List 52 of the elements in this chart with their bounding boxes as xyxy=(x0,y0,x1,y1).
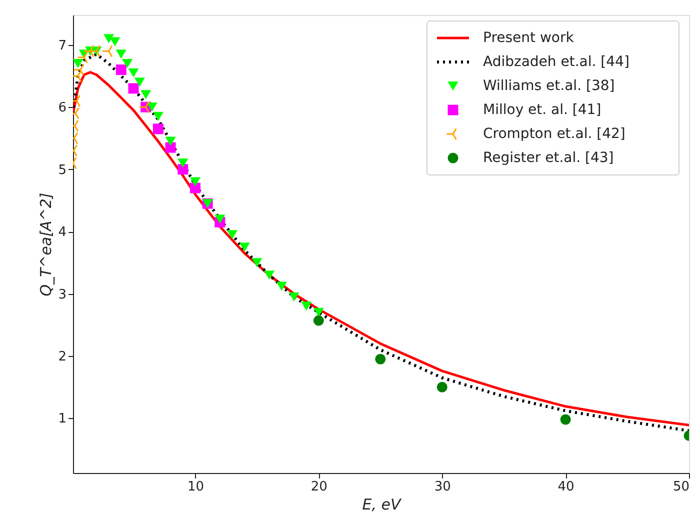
point xyxy=(122,58,133,68)
point xyxy=(104,34,114,44)
point xyxy=(264,270,275,280)
y-tick-label: 1 xyxy=(58,412,66,427)
legend-label: Present work xyxy=(483,30,575,46)
point xyxy=(152,112,164,121)
point xyxy=(252,258,262,268)
x-tick-label: 20 xyxy=(310,480,328,494)
x-tick-label: 30 xyxy=(434,480,451,494)
legend-label: Adibzadeh et.al. [44] xyxy=(483,54,630,70)
x-tick-label: 50 xyxy=(672,480,690,494)
point xyxy=(190,182,200,194)
point xyxy=(73,58,84,68)
point xyxy=(214,214,226,224)
point xyxy=(239,242,250,252)
point xyxy=(165,142,176,153)
point xyxy=(313,315,324,326)
point xyxy=(227,230,238,240)
point xyxy=(110,37,120,46)
point xyxy=(313,308,324,317)
point xyxy=(140,90,152,100)
point xyxy=(165,136,176,146)
y-tick-label: 7 xyxy=(58,38,66,54)
legend-label: Crompton et.al. [42] xyxy=(483,126,626,142)
point xyxy=(178,164,188,175)
point xyxy=(134,78,145,87)
point xyxy=(436,382,448,392)
point xyxy=(190,177,200,186)
point xyxy=(178,158,188,168)
point xyxy=(560,414,571,425)
legend-label: Milloy et. al. [41] xyxy=(483,102,602,118)
point xyxy=(152,124,164,134)
point xyxy=(301,302,312,311)
point xyxy=(288,292,300,302)
x-axis-title: E, eV xyxy=(362,496,402,514)
legend-label: Williams et.al. [38] xyxy=(483,78,615,94)
y-tick-label: 5 xyxy=(58,162,66,178)
point xyxy=(128,83,139,94)
y-axis-title: Q_T^ea[A^2] xyxy=(37,192,56,296)
x-tick-label: 10 xyxy=(187,480,204,494)
point xyxy=(128,68,139,78)
legend-label: Register et.al. [43] xyxy=(483,150,614,166)
y-tick-label: 6 xyxy=(58,100,66,116)
point xyxy=(276,282,287,291)
point xyxy=(116,64,126,76)
point xyxy=(146,102,158,112)
y-tick-label: 4 xyxy=(58,225,66,240)
y-tick-label: 3 xyxy=(58,287,66,302)
y-tick-label: 2 xyxy=(58,350,66,365)
x-tick-label: 40 xyxy=(558,480,574,494)
point xyxy=(375,354,386,364)
point xyxy=(116,50,126,59)
